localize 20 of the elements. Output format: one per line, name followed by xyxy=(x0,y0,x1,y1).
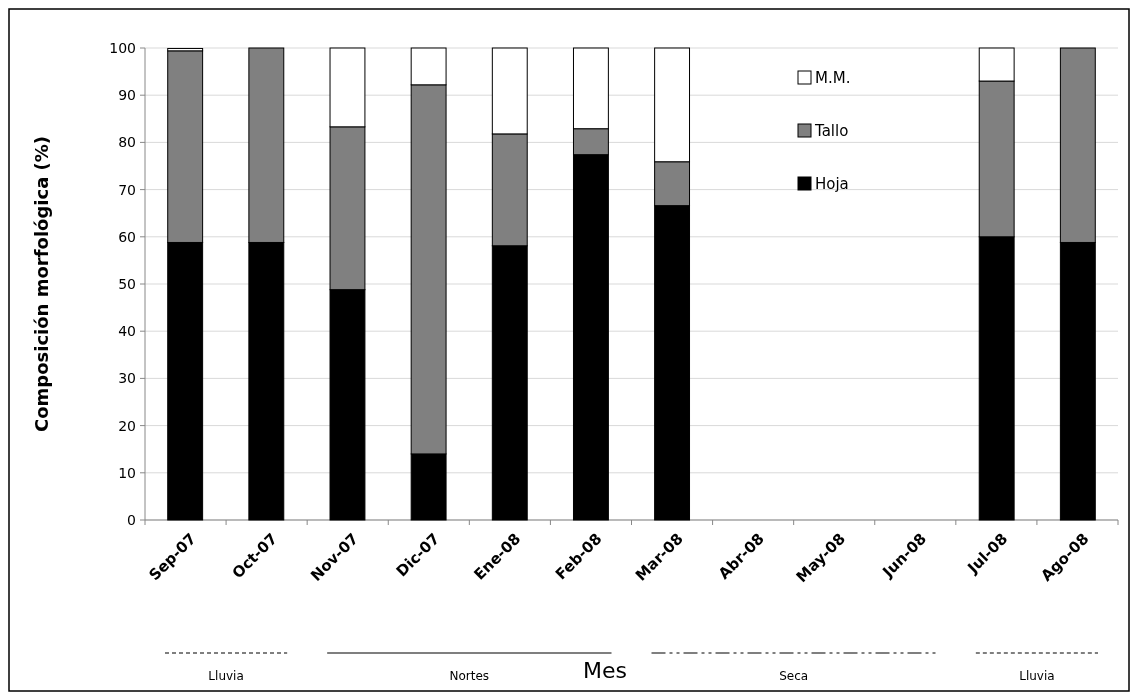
y-tick-label: 40 xyxy=(118,323,136,340)
x-axis-title: Mes xyxy=(583,658,627,683)
legend-label: Hoja xyxy=(815,175,849,194)
y-tick-label: 80 xyxy=(118,134,136,151)
legend-label: M.M. xyxy=(815,69,851,88)
y-tick-label: 70 xyxy=(118,181,136,198)
y-tick-label: 0 xyxy=(127,511,136,528)
text: Lluvia xyxy=(208,669,244,683)
y-tick-label: 60 xyxy=(118,228,136,245)
y-tick-label: 10 xyxy=(118,464,136,481)
y-tick-label: 50 xyxy=(118,275,136,292)
y-axis-title: Composición morfológica (%) xyxy=(31,135,52,433)
y-tick-label: 30 xyxy=(118,370,136,387)
legend-label: Tallo xyxy=(814,122,849,141)
text: Lluvia xyxy=(1019,669,1055,683)
text: Seca xyxy=(779,669,809,683)
y-tick-label: 100 xyxy=(109,39,136,56)
y-tick-label: 20 xyxy=(118,417,136,434)
text: Nortes xyxy=(449,669,490,683)
y-tick-label: 90 xyxy=(118,87,136,104)
